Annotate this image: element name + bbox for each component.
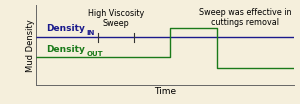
X-axis label: Time: Time xyxy=(154,87,176,96)
Text: High Viscosity
Sweep: High Viscosity Sweep xyxy=(88,9,144,28)
Text: OUT: OUT xyxy=(86,51,103,57)
Text: Density: Density xyxy=(46,24,85,33)
Text: Sweep was effective in
cuttings removal: Sweep was effective in cuttings removal xyxy=(199,8,291,27)
Y-axis label: Mud Density: Mud Density xyxy=(26,19,34,72)
Text: IN: IN xyxy=(86,30,95,36)
Text: Density: Density xyxy=(46,45,85,54)
